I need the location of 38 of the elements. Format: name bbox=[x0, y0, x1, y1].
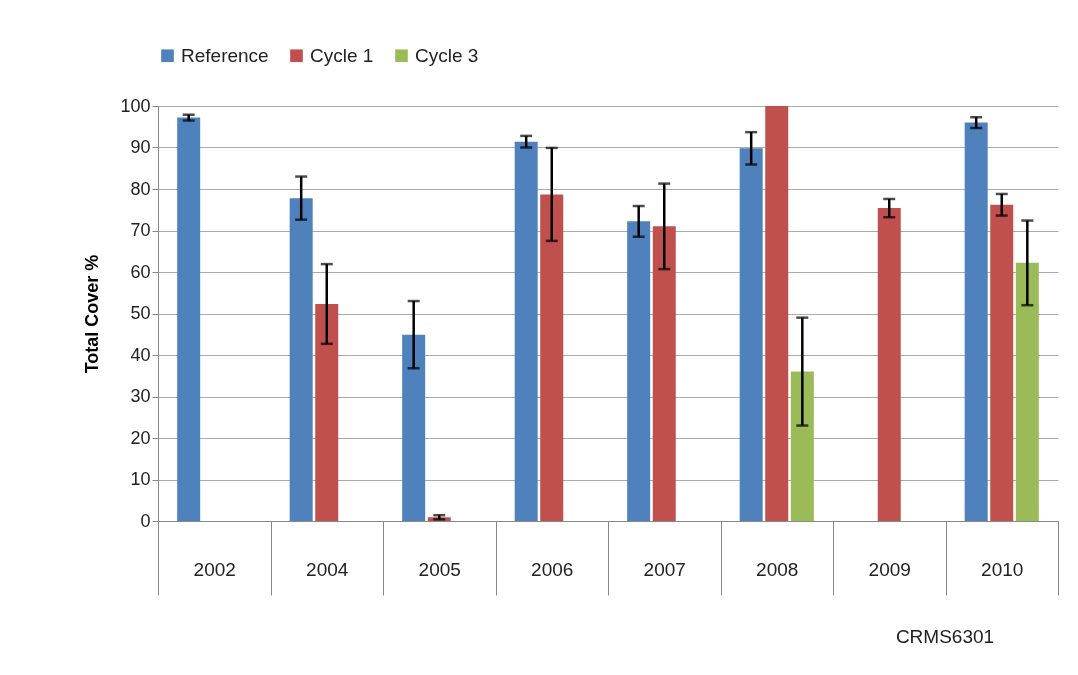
y-tick-label: 70 bbox=[130, 220, 151, 240]
bar bbox=[315, 303, 339, 521]
y-tick-label: 100 bbox=[120, 95, 151, 116]
y-tick-label: 10 bbox=[130, 469, 151, 489]
bar bbox=[289, 198, 313, 521]
legend-label: Cycle 1 bbox=[310, 44, 374, 66]
y-tick-label: 60 bbox=[130, 261, 151, 282]
bar bbox=[964, 122, 988, 521]
text: CRMS6301 bbox=[895, 626, 995, 647]
bar bbox=[790, 371, 814, 521]
bar bbox=[514, 141, 538, 521]
y-tick-label: 90 bbox=[130, 137, 151, 157]
legend-label: Cycle 3 bbox=[415, 44, 479, 66]
x-tick-label: 2009 bbox=[868, 558, 911, 580]
x-tick-label: 2005 bbox=[418, 558, 461, 580]
bar bbox=[739, 148, 763, 521]
x-tick-label: 2006 bbox=[531, 558, 574, 580]
bar bbox=[402, 334, 426, 521]
y-tick-label: 20 bbox=[130, 427, 151, 448]
y-axis-title: Total Cover % bbox=[82, 254, 103, 374]
bar bbox=[765, 106, 789, 521]
x-tick-label: 2008 bbox=[756, 558, 799, 580]
y-tick-label: 80 bbox=[130, 178, 151, 199]
bar bbox=[652, 226, 676, 521]
x-tick-label: 2002 bbox=[193, 558, 236, 580]
y-tick-label: 40 bbox=[130, 344, 151, 365]
x-tick-label: 2007 bbox=[643, 558, 686, 580]
bar bbox=[877, 208, 901, 521]
bar bbox=[540, 194, 564, 521]
x-tick-label: 2010 bbox=[981, 558, 1024, 580]
bar bbox=[1015, 262, 1039, 521]
y-tick-label: 0 bbox=[140, 510, 151, 531]
x-tick-label: 2004 bbox=[306, 558, 349, 580]
bar bbox=[990, 204, 1014, 521]
y-tick-label: 30 bbox=[130, 386, 151, 406]
bar bbox=[627, 221, 651, 521]
y-tick-label: 50 bbox=[130, 303, 151, 323]
legend-label: Reference bbox=[181, 44, 269, 66]
